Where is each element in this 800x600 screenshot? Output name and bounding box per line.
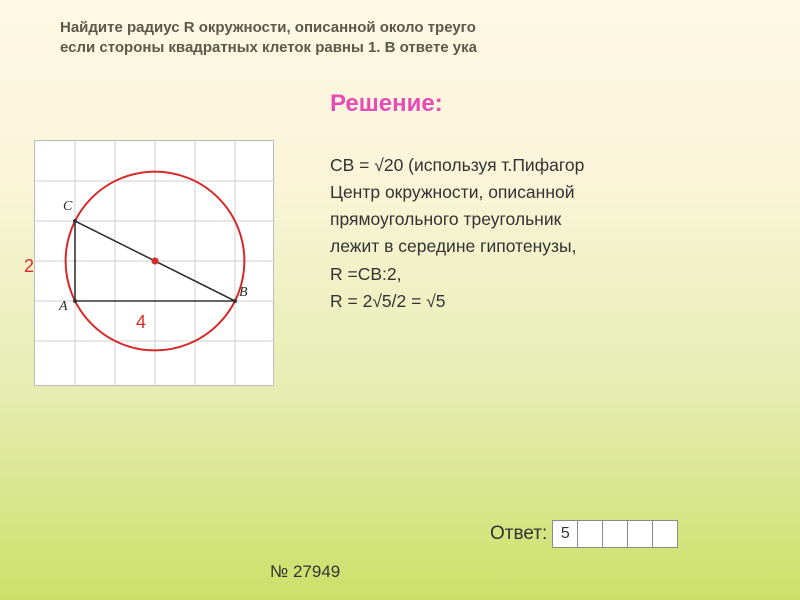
solution-line-6: R = 2√5/2 = √5: [330, 288, 790, 315]
answer-row: Ответ: 5: [490, 520, 678, 548]
answer-cell: [627, 520, 653, 548]
problem-line-1: Найдите радиус R окружности, описанной о…: [60, 18, 790, 38]
solution-line-4: лежит в середине гипотенузы,: [330, 233, 790, 260]
task-id: № 27949: [270, 562, 340, 582]
point-label-c: C: [63, 199, 72, 215]
dimension-vertical: 2: [24, 256, 34, 277]
point-label-a: A: [59, 299, 68, 315]
answer-label: Ответ:: [490, 523, 547, 545]
answer-cell: [652, 520, 678, 548]
answer-cell: [577, 520, 603, 548]
geometry-figure: C A B: [34, 140, 274, 386]
solution-line-3: прямоугольного треугольник: [330, 206, 790, 233]
solution-line-1: CB = √20 (используя т.Пифагор: [330, 152, 790, 179]
figure-svg: [35, 141, 275, 387]
solution-line-5: R =CB:2,: [330, 261, 790, 288]
circle-center-dot: [152, 258, 159, 265]
answer-cell: [602, 520, 628, 548]
solution-body: CB = √20 (используя т.Пифагор Центр окру…: [330, 152, 790, 315]
dimension-horizontal: 4: [136, 312, 146, 333]
solution-line-2: Центр окружности, описанной: [330, 179, 790, 206]
point-label-b: B: [239, 285, 248, 301]
problem-line-2: если стороны квадратных клеток равны 1. …: [60, 38, 790, 58]
solution-header: Решение:: [330, 90, 443, 118]
answer-boxes: 5: [553, 520, 678, 548]
answer-cell: 5: [552, 520, 578, 548]
